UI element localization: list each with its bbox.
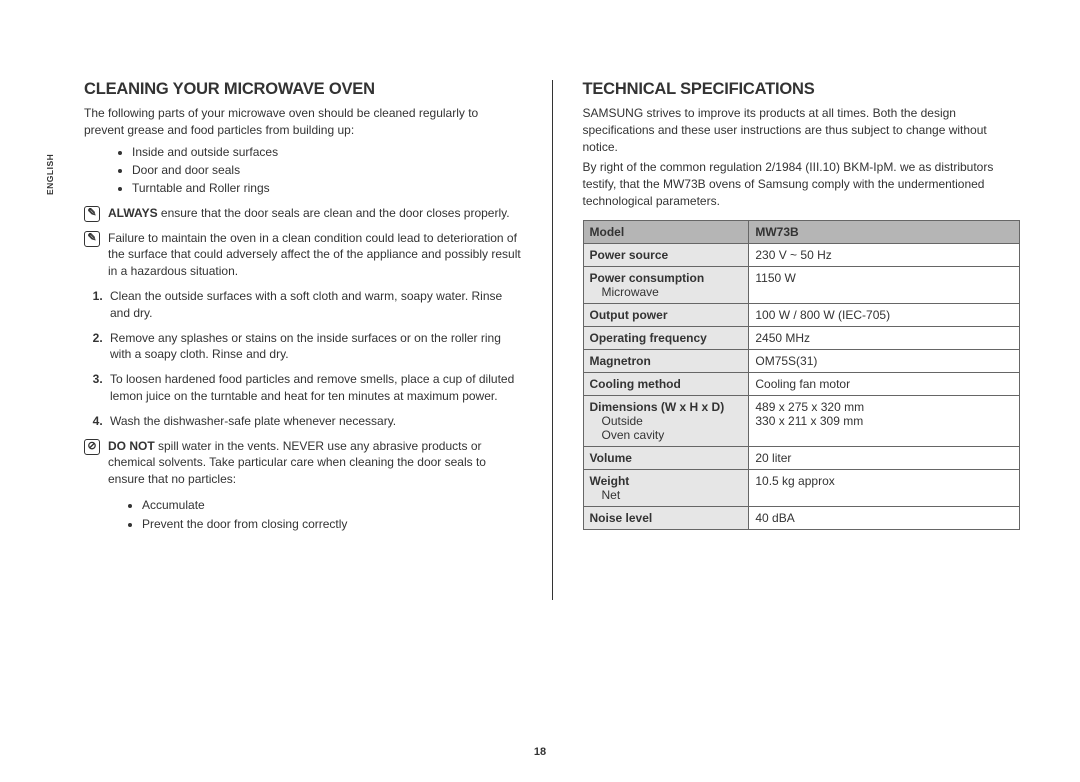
specs-heading: TECHNICAL SPECIFICATIONS xyxy=(583,80,1021,99)
note-donot: ⊘ DO NOT spill water in the vents. NEVER… xyxy=(84,438,522,488)
specs-para2: By right of the common regulation 2/1984… xyxy=(583,159,1021,209)
spec-label-main: Dimensions (W x H x D) xyxy=(590,400,725,414)
cleaning-heading: CLEANING YOUR MICROWAVE OVEN xyxy=(84,80,522,99)
spec-value: 2450 MHz xyxy=(749,326,1020,349)
note-icon: ✎ xyxy=(84,206,100,222)
column-divider xyxy=(552,80,553,600)
note-rest: ensure that the door seals are clean and… xyxy=(158,206,510,220)
manual-page: ENGLISH CLEANING YOUR MICROWAVE OVEN The… xyxy=(0,0,1080,782)
note-failure: ✎ Failure to maintain the oven in a clea… xyxy=(84,230,522,280)
prohibit-icon: ⊘ xyxy=(84,439,100,455)
spec-value: 100 W / 800 W (IEC-705) xyxy=(749,303,1020,326)
spec-label: Volume xyxy=(583,446,749,469)
spec-value: 20 liter xyxy=(749,446,1020,469)
cleaning-bullets: Inside and outside surfaces Door and doo… xyxy=(84,143,522,197)
table-row: Power consumptionMicrowave 1150 W xyxy=(583,266,1020,303)
spec-label-sub: Microwave xyxy=(590,285,743,299)
table-row: Output power 100 W / 800 W (IEC-705) xyxy=(583,303,1020,326)
list-item: Wash the dishwasher-safe plate whenever … xyxy=(106,413,522,430)
spec-label: Output power xyxy=(583,303,749,326)
spec-value-sub: 1150 W xyxy=(755,271,1013,285)
spec-label: WeightNet xyxy=(583,469,749,506)
list-item: Remove any splashes or stains on the ins… xyxy=(106,330,522,364)
list-item: Accumulate xyxy=(142,496,522,515)
table-row: Cooling method Cooling fan motor xyxy=(583,372,1020,395)
spec-value: OM75S(31) xyxy=(749,349,1020,372)
spec-label: Noise level xyxy=(583,506,749,529)
spec-value: 1150 W xyxy=(749,266,1020,303)
donot-bullets: Accumulate Prevent the door from closing… xyxy=(84,496,522,534)
cleaning-steps: Clean the outside surfaces with a soft c… xyxy=(84,288,522,430)
note-always: ✎ ALWAYS ensure that the door seals are … xyxy=(84,205,522,222)
table-row: Noise level 40 dBA xyxy=(583,506,1020,529)
spec-value: 230 V ~ 50 Hz xyxy=(749,243,1020,266)
table-row: Operating frequency 2450 MHz xyxy=(583,326,1020,349)
note-text: DO NOT spill water in the vents. NEVER u… xyxy=(108,438,522,488)
list-item: Inside and outside surfaces xyxy=(132,143,522,161)
right-column: TECHNICAL SPECIFICATIONS SAMSUNG strives… xyxy=(583,80,1021,742)
list-item: To loosen hardened food particles and re… xyxy=(106,371,522,405)
spec-value-sub: 10.5 kg approx xyxy=(755,474,1013,488)
language-label: ENGLISH xyxy=(45,154,55,195)
specs-para1: SAMSUNG strives to improve its products … xyxy=(583,105,1021,155)
cleaning-intro: The following parts of your microwave ov… xyxy=(84,105,522,139)
header-value: MW73B xyxy=(749,220,1020,243)
left-column: CLEANING YOUR MICROWAVE OVEN The followi… xyxy=(84,80,522,742)
spec-value: Cooling fan motor xyxy=(749,372,1020,395)
note-text: Failure to maintain the oven in a clean … xyxy=(108,230,522,280)
spec-value-sub: 489 x 275 x 320 mm xyxy=(755,400,1013,414)
spec-label-sub: Outside xyxy=(590,414,743,428)
spec-label-sub2: Oven cavity xyxy=(590,428,743,442)
table-row: Volume 20 liter xyxy=(583,446,1020,469)
list-item: Door and door seals xyxy=(132,161,522,179)
note-bold: ALWAYS xyxy=(108,206,158,220)
table-row: Power source 230 V ~ 50 Hz xyxy=(583,243,1020,266)
table-row: WeightNet 10.5 kg approx xyxy=(583,469,1020,506)
note-icon: ✎ xyxy=(84,231,100,247)
spec-label: Cooling method xyxy=(583,372,749,395)
spec-value: 10.5 kg approx xyxy=(749,469,1020,506)
table-row: Dimensions (W x H x D)OutsideOven cavity… xyxy=(583,395,1020,446)
spec-label-main: Weight xyxy=(590,474,630,488)
page-number: 18 xyxy=(534,746,546,758)
spec-value: 40 dBA xyxy=(749,506,1020,529)
list-item: Prevent the door from closing correctly xyxy=(142,515,522,534)
table-row: Magnetron OM75S(31) xyxy=(583,349,1020,372)
spec-label-sub: Net xyxy=(590,488,743,502)
list-item: Clean the outside surfaces with a soft c… xyxy=(106,288,522,322)
spec-label: Power source xyxy=(583,243,749,266)
spec-label: Operating frequency xyxy=(583,326,749,349)
table-header-row: Model MW73B xyxy=(583,220,1020,243)
donot-bold: DO NOT xyxy=(108,439,155,453)
spec-label: Magnetron xyxy=(583,349,749,372)
specs-table: Model MW73B Power source 230 V ~ 50 Hz P… xyxy=(583,220,1021,530)
donot-rest: spill water in the vents. NEVER use any … xyxy=(108,439,486,487)
header-model: Model xyxy=(583,220,749,243)
spec-label: Dimensions (W x H x D)OutsideOven cavity xyxy=(583,395,749,446)
spec-value: 489 x 275 x 320 mm330 x 211 x 309 mm xyxy=(749,395,1020,446)
spec-label: Power consumptionMicrowave xyxy=(583,266,749,303)
spec-label-main: Power consumption xyxy=(590,271,705,285)
spec-value-sub2: 330 x 211 x 309 mm xyxy=(755,414,1013,428)
list-item: Turntable and Roller rings xyxy=(132,179,522,197)
note-text: ALWAYS ensure that the door seals are cl… xyxy=(108,205,510,222)
